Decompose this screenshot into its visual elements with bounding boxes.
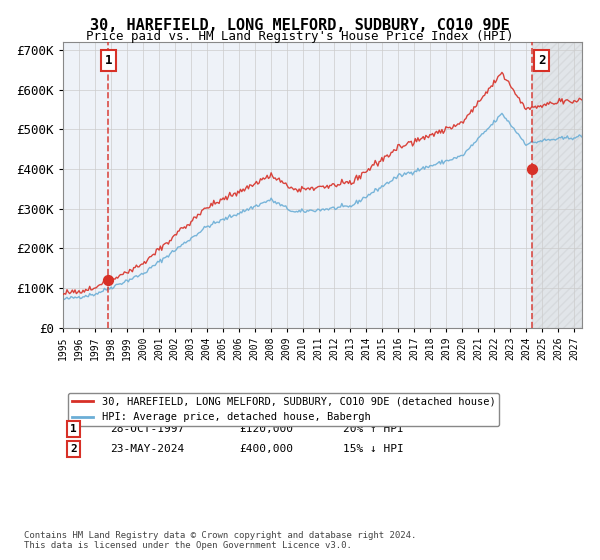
Bar (532, 42, 582, 328)
Text: 30, HAREFIELD, LONG MELFORD, SUDBURY, CO10 9DE: 30, HAREFIELD, LONG MELFORD, SUDBURY, CO… (90, 18, 510, 33)
Text: Price paid vs. HM Land Registry's House Price Index (HPI): Price paid vs. HM Land Registry's House … (86, 30, 514, 43)
Text: 23-MAY-2024: 23-MAY-2024 (110, 444, 184, 454)
Text: 1: 1 (70, 424, 77, 434)
Text: £120,000: £120,000 (239, 424, 293, 434)
Point (103, 276, 113, 284)
Text: 2: 2 (538, 54, 545, 67)
Text: 2: 2 (70, 444, 77, 454)
Text: 15% ↓ HPI: 15% ↓ HPI (343, 444, 404, 454)
Text: 28-OCT-1997: 28-OCT-1997 (110, 424, 184, 434)
Text: Contains HM Land Registry data © Crown copyright and database right 2024.
This d: Contains HM Land Registry data © Crown c… (24, 530, 416, 550)
Point (527, 165, 537, 174)
Text: 20% ↑ HPI: 20% ↑ HPI (343, 424, 404, 434)
Text: 1: 1 (104, 54, 112, 67)
Legend: 30, HAREFIELD, LONG MELFORD, SUDBURY, CO10 9DE (detached house), HPI: Average pr: 30, HAREFIELD, LONG MELFORD, SUDBURY, CO… (68, 393, 499, 426)
Text: £400,000: £400,000 (239, 444, 293, 454)
